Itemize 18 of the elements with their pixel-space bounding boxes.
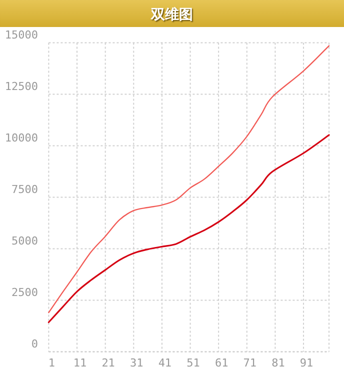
x-tick-label: 91 (300, 356, 314, 370)
y-tick-label: 2500 (12, 286, 38, 300)
x-tick-label: 51 (186, 356, 200, 370)
y-tick-label: 10000 (4, 132, 38, 145)
x-tick-label: 41 (158, 356, 172, 370)
x-tick-label: 1 (48, 356, 56, 370)
x-tick-label: 61 (214, 356, 228, 370)
x-tick-label: 81 (272, 356, 285, 370)
y-tick-label: 0 (31, 338, 38, 351)
chart-title: 双维图 (150, 6, 193, 23)
x-tick-label: 31 (130, 356, 144, 370)
y-tick-label: 15000 (4, 28, 38, 42)
x-tick-label: 11 (73, 356, 87, 370)
x-tick-label: 21 (102, 356, 115, 370)
x-tick-label: 71 (243, 356, 257, 370)
y-tick-label: 12500 (4, 80, 38, 94)
y-tick-label: 5000 (12, 234, 38, 248)
y-tick-label: 7500 (12, 183, 38, 196)
